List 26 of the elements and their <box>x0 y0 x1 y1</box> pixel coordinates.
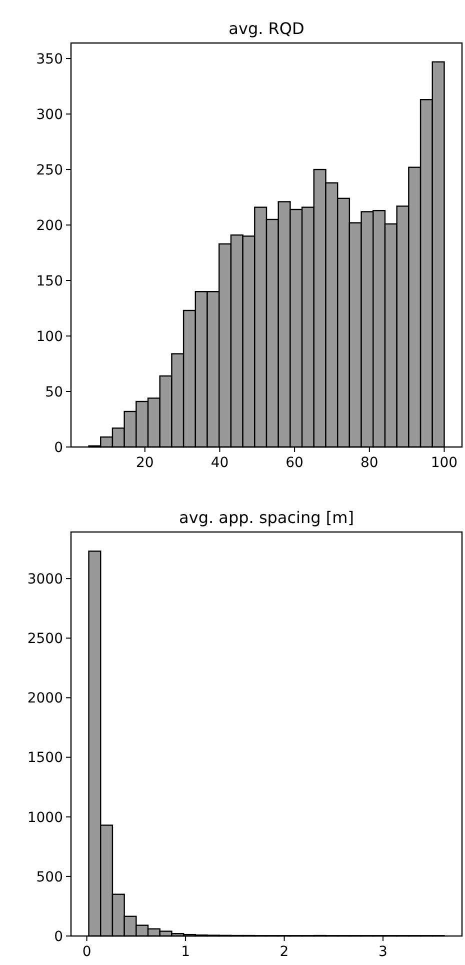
y-tick-label: 250 <box>36 162 63 178</box>
x-tick-label: 80 <box>360 455 378 471</box>
y-tick-label: 0 <box>54 440 63 456</box>
y-tick-label: 500 <box>36 869 63 886</box>
y-tick-label: 2000 <box>27 690 63 707</box>
x-tick-label: 0 <box>82 944 92 960</box>
x-tick-label: 1 <box>181 944 190 960</box>
y-tick-label: 3000 <box>27 571 63 588</box>
chart-title: avg. app. spacing [m] <box>179 508 354 527</box>
x-tick-label: 20 <box>136 455 154 471</box>
x-tick-label: 3 <box>378 944 388 960</box>
chart-title: avg. RQD <box>228 19 304 38</box>
x-tick-label: 100 <box>430 455 458 471</box>
y-tick-label: 1500 <box>27 750 63 766</box>
y-tick-label: 2500 <box>27 631 63 648</box>
y-tick-label: 300 <box>36 106 63 123</box>
x-tick-label: 40 <box>210 455 229 471</box>
y-tick-label: 100 <box>36 328 63 345</box>
y-tick-label: 0 <box>54 928 63 945</box>
y-tick-label: 50 <box>45 384 63 400</box>
y-tick-label: 200 <box>36 218 63 234</box>
y-tick-label: 350 <box>36 51 63 68</box>
x-tick-label: 2 <box>280 944 289 960</box>
x-tick-label: 60 <box>286 455 304 471</box>
y-tick-label: 1000 <box>27 810 63 826</box>
y-tick-label: 150 <box>36 273 63 290</box>
